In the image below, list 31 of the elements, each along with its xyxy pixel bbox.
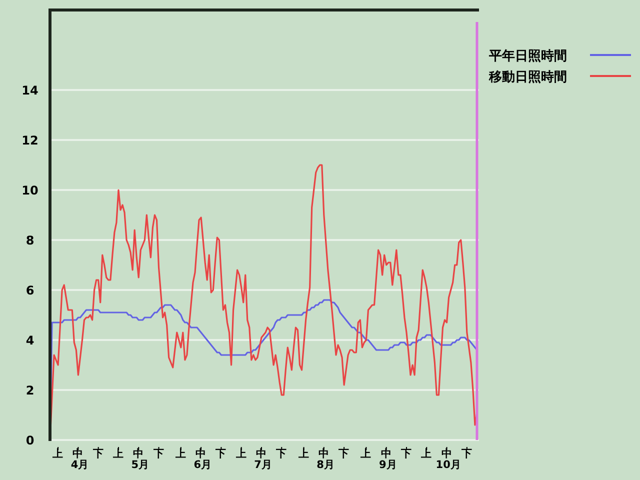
y-tick-label: 2: [26, 384, 34, 398]
y-tick-label: 6: [26, 284, 34, 298]
x-tick-label: 中 6月: [190, 447, 212, 471]
legend-label: 平年日照時間: [488, 49, 567, 64]
y-tick-label: 10: [22, 184, 38, 198]
x-tick-label: 上: [52, 447, 64, 460]
x-tick-label: 中 9月: [375, 447, 398, 471]
x-tick-label: 下: [214, 448, 227, 460]
x-tick-label: 下: [275, 448, 288, 460]
x-tick-label: 下: [460, 448, 472, 460]
x-tick-label: 中 8月: [312, 447, 335, 471]
x-tick-label: 中 4月: [67, 447, 90, 471]
y-tick-label: 4: [26, 334, 34, 348]
y-tick-label: 0: [26, 434, 34, 448]
x-tick-label: 中 10月: [432, 447, 462, 471]
legend-label: 移動日照時間: [488, 70, 567, 85]
x-tick-label: 上: [174, 447, 186, 460]
y-tick-label: 14: [22, 84, 38, 98]
x-tick-label: 中 7月: [250, 447, 272, 471]
x-tick-label: 下: [400, 448, 412, 460]
x-tick-label: 上: [297, 447, 310, 460]
y-tick-label: 8: [26, 234, 34, 248]
x-tick-label: 下: [92, 448, 104, 460]
x-tick-label: 下: [152, 448, 164, 460]
x-tick-label: 上: [360, 447, 372, 460]
x-tick-label: 下: [338, 448, 350, 460]
x-tick-label: 上: [234, 447, 247, 460]
x-tick-label: 中 5月: [128, 447, 150, 471]
y-tick-label: 12: [22, 134, 38, 148]
x-tick-label: 上: [420, 447, 432, 460]
x-tick-label: 上: [112, 447, 124, 460]
